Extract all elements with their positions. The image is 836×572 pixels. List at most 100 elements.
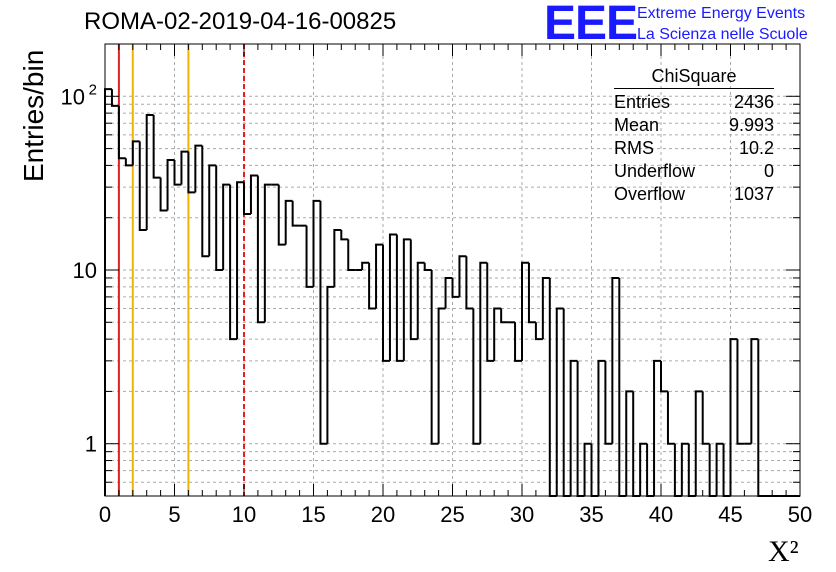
x-tick-label: 15 <box>301 502 325 527</box>
histogram-bin <box>340 229 349 241</box>
stats-value: 2436 <box>733 92 774 112</box>
x-tick-label: 50 <box>788 502 812 527</box>
histogram-bin <box>618 277 627 497</box>
histogram-bin <box>145 114 154 230</box>
histogram-bin <box>583 442 592 496</box>
histogram-bin <box>653 359 661 496</box>
y-tick-label: 1 <box>85 432 97 457</box>
x-tick-label: 20 <box>371 502 395 527</box>
histogram-bin <box>402 238 411 361</box>
histogram-bin <box>625 390 634 496</box>
histogram-bin <box>152 115 161 179</box>
histogram-bin <box>562 308 571 497</box>
histogram-bin <box>249 174 258 215</box>
stats-row: RMS 10.2 <box>614 137 774 160</box>
stats-row: Entries 2436 <box>614 91 774 114</box>
x-axis-label: X² <box>768 535 799 568</box>
x-tick-label: 5 <box>168 502 180 527</box>
histogram-bin <box>576 360 585 497</box>
histogram-bin <box>451 277 460 298</box>
stats-value: 1037 <box>733 184 774 204</box>
histogram-bin <box>500 308 509 324</box>
histogram-bin <box>173 159 182 186</box>
histogram-bin <box>472 308 481 445</box>
stats-box-title: ChiSquare <box>614 66 774 89</box>
histogram-bin <box>486 262 495 362</box>
x-tick-label: 25 <box>440 502 464 527</box>
histogram-bin <box>757 339 766 497</box>
histogram-bin <box>180 150 189 185</box>
histogram-bin <box>680 442 689 496</box>
stats-value: 10.2 <box>738 138 774 158</box>
histogram-bin <box>187 151 196 194</box>
histogram-bin <box>347 239 356 271</box>
histogram-bin <box>750 338 759 444</box>
histogram-bin <box>541 276 550 340</box>
x-tick-label: 10 <box>232 502 256 527</box>
x-tick-label: 40 <box>649 502 673 527</box>
histogram-bin <box>368 262 377 310</box>
histogram-bin <box>479 261 488 444</box>
histogram-bin <box>229 184 238 341</box>
stats-label: RMS <box>614 138 654 158</box>
histogram-bin <box>215 165 224 271</box>
histogram-bin <box>382 244 390 362</box>
histogram-bin <box>194 144 203 193</box>
histogram-bin <box>465 256 474 310</box>
histogram-bin <box>277 184 286 246</box>
stats-label: Underflow <box>614 161 696 181</box>
x-tick-label: 45 <box>718 502 742 527</box>
histogram-bin <box>117 105 126 160</box>
histogram-bin <box>256 175 265 324</box>
histogram-bin <box>666 391 675 445</box>
histogram-bin <box>430 270 439 445</box>
histogram-bin <box>312 199 321 287</box>
histogram-bin <box>375 243 383 309</box>
histogram-bin <box>326 285 335 444</box>
stats-value: 9.993 <box>728 115 774 135</box>
histogram-bin <box>437 307 446 444</box>
eee-logo-text: Extreme Energy Events La Scienza nelle S… <box>637 3 808 45</box>
stats-label: Entries <box>614 92 671 112</box>
eee-logo: EEE <box>544 0 638 50</box>
histogram-bin <box>736 339 745 445</box>
histogram-bin <box>534 322 543 341</box>
histogram-bin <box>159 177 168 212</box>
histogram-bin <box>660 360 668 393</box>
histogram-bin <box>319 200 328 445</box>
histogram-bin <box>701 391 710 445</box>
histogram-bin <box>222 183 231 270</box>
histogram-bin <box>104 88 112 496</box>
histogram-bin <box>243 182 251 216</box>
chart-title: ROMA-02-2019-04-16-00825 <box>84 8 397 35</box>
histogram-bin <box>548 277 557 497</box>
histogram-bin <box>131 140 140 166</box>
x-tick-label: 35 <box>579 502 603 527</box>
y-tick-label: 10 <box>73 258 97 283</box>
x-tick-label: 30 <box>510 502 534 527</box>
stats-box: ChiSquare Entries 2436 Mean 9.993 RMS 10… <box>614 66 774 206</box>
histogram-bin <box>416 261 425 340</box>
histogram-bin <box>333 228 342 287</box>
stats-row: Underflow 0 <box>614 160 774 183</box>
histogram-bin <box>395 234 404 362</box>
histogram-bin <box>423 262 432 271</box>
histogram-bin <box>409 239 418 341</box>
histogram-bin <box>361 261 370 270</box>
y-axis-label: Entries/bin <box>18 49 49 182</box>
stats-row: Mean 9.993 <box>614 114 774 137</box>
histogram-bin <box>597 359 606 496</box>
histogram-bin <box>444 276 453 309</box>
histogram-bin <box>715 442 724 496</box>
stats-label: Mean <box>614 115 660 135</box>
histogram-bin <box>124 158 133 167</box>
stats-value: 0 <box>763 161 774 181</box>
histogram-bin <box>611 276 620 444</box>
eee-logo-line2: La Scienza nelle Scuole <box>637 26 808 43</box>
histogram-bin <box>694 390 703 496</box>
stats-row: Overflow 1037 <box>614 183 774 206</box>
histogram-bin <box>138 141 147 231</box>
histogram-bin <box>514 322 522 362</box>
histogram-bin <box>201 145 210 258</box>
